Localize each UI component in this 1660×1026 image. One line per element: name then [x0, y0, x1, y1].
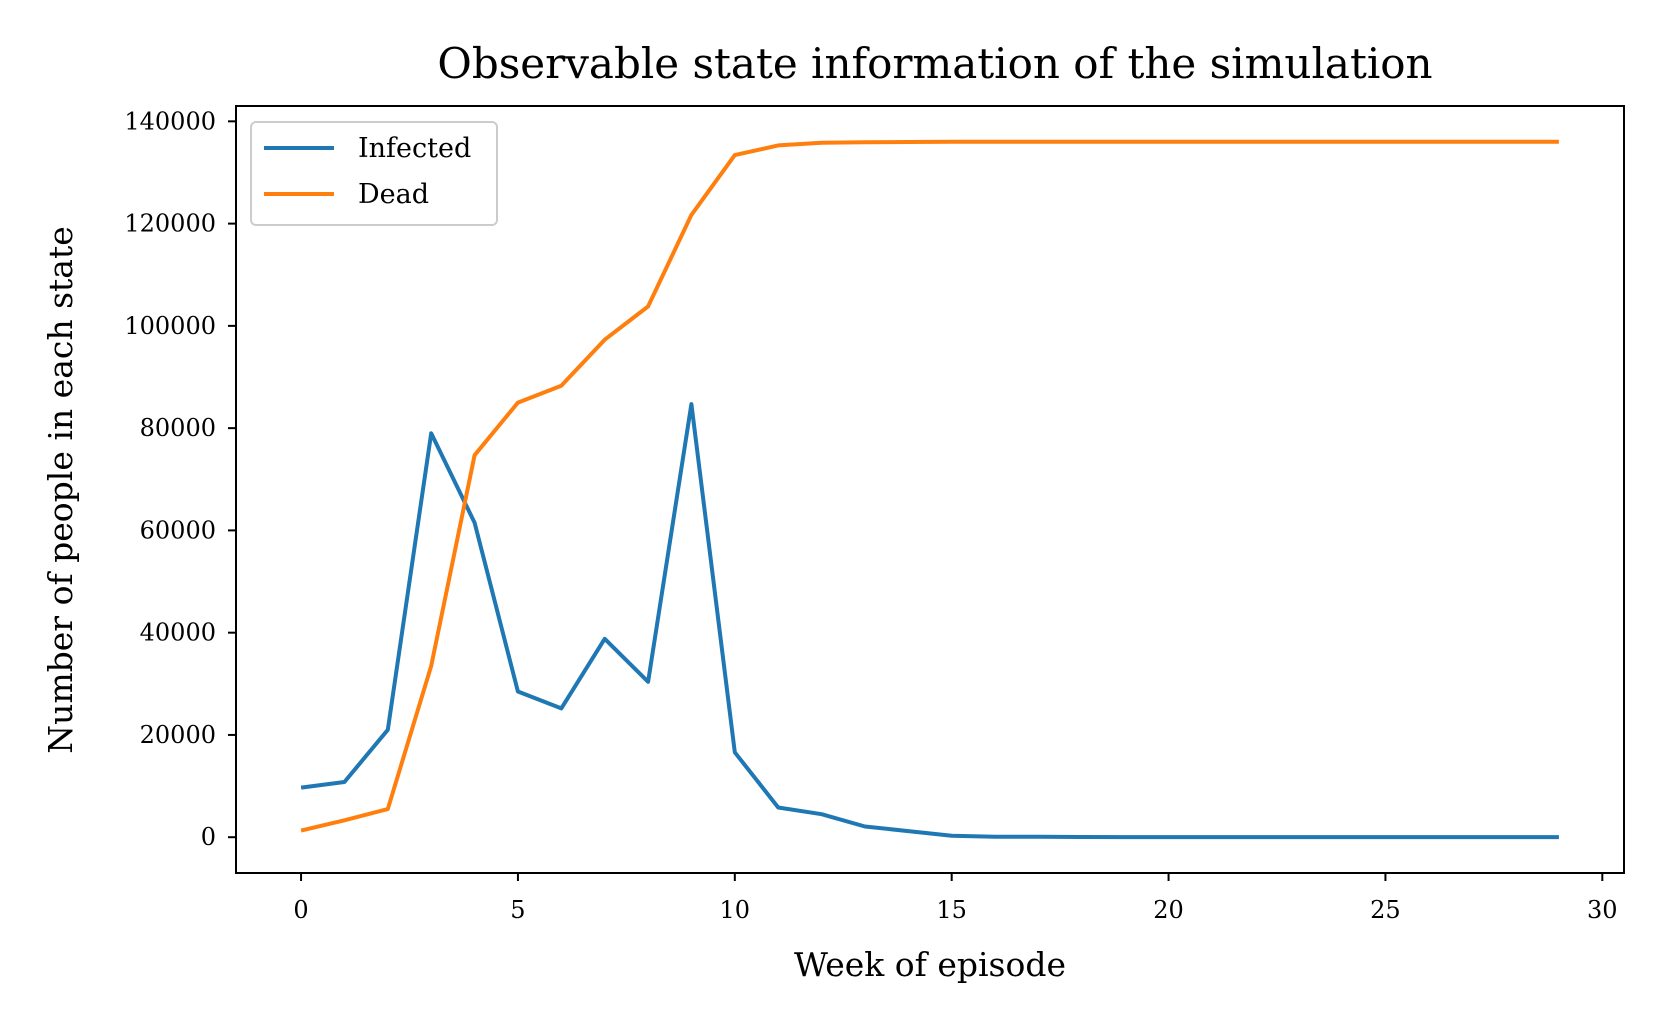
y-tick-label: 120000: [124, 210, 216, 238]
plot-area: [300, 139, 1559, 840]
legend-label-dead: Dead: [358, 179, 429, 210]
series-line-infected: [300, 402, 1559, 840]
y-tick-label: 20000: [140, 721, 216, 749]
chart-title: Observable state information of the simu…: [437, 39, 1432, 88]
x-tick-label: 0: [293, 896, 308, 924]
x-tick-label: 10: [720, 896, 751, 924]
legend-label-infected: Infected: [358, 133, 471, 164]
x-tick-label: 30: [1587, 896, 1618, 924]
x-tick-label: 15: [936, 896, 967, 924]
y-tick-label: 0: [201, 823, 216, 851]
y-tick-label: 40000: [140, 619, 216, 647]
y-axis-label: Number of people in each state: [41, 226, 80, 754]
y-tick-label: 140000: [124, 107, 216, 135]
x-tick-label: 25: [1370, 896, 1401, 924]
x-tick-label: 20: [1153, 896, 1184, 924]
legend: Infected Dead: [250, 121, 498, 226]
y-tick-label: 80000: [140, 414, 216, 442]
series-line-dead: [300, 139, 1559, 833]
plot-frame: [235, 105, 1625, 874]
x-axis-label: Week of episode: [794, 945, 1066, 984]
y-tick-label: 60000: [140, 516, 216, 544]
x-axis: 0 5 10 15 20 25 30: [293, 873, 1618, 924]
y-tick-label: 100000: [124, 312, 216, 340]
x-tick-label: 5: [510, 896, 525, 924]
y-axis: 0 20000 40000 60000 80000 100000 120000 140000: [124, 107, 236, 851]
